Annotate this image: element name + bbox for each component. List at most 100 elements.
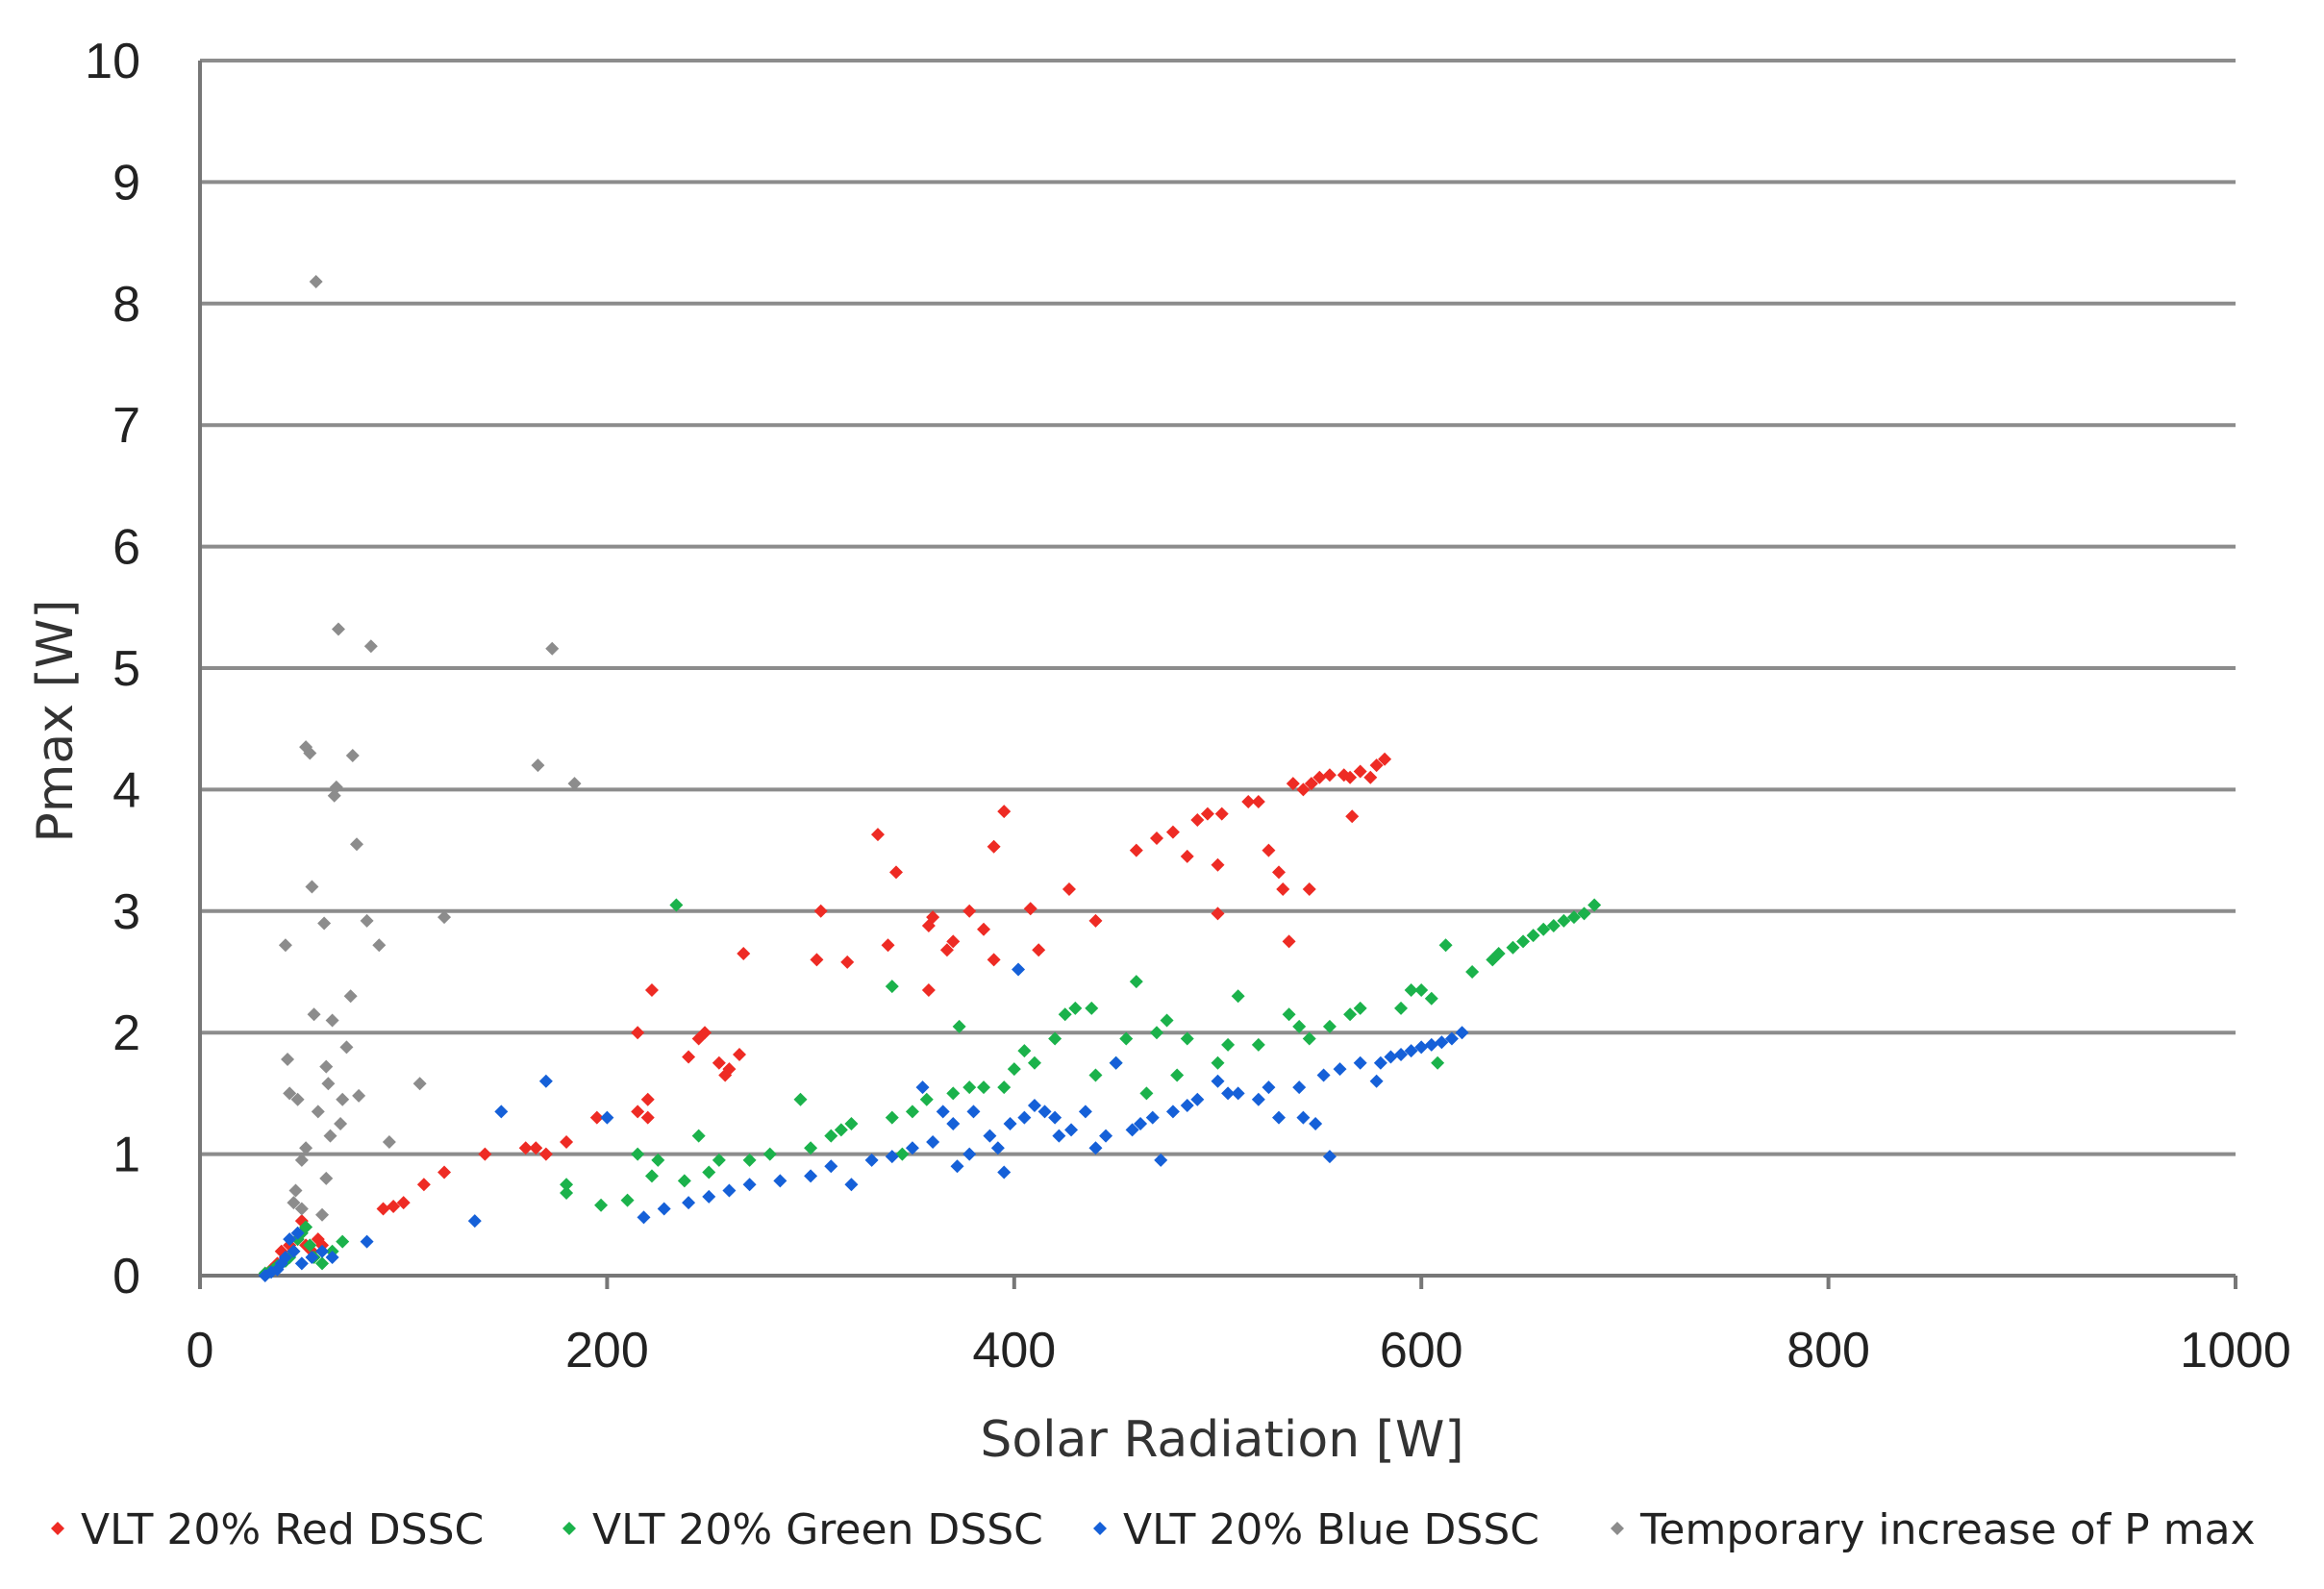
data-point xyxy=(1064,1123,1079,1137)
data-point xyxy=(290,1092,305,1106)
data-point xyxy=(1302,1031,1316,1046)
data-point xyxy=(437,1165,452,1179)
data-point xyxy=(1282,1007,1296,1022)
data-point xyxy=(742,1153,757,1167)
data-point xyxy=(363,639,378,654)
data-point xyxy=(1455,1026,1469,1040)
data-point xyxy=(305,1251,319,1265)
data-point xyxy=(305,880,319,894)
data-point xyxy=(1343,770,1358,784)
data-point xyxy=(437,910,452,925)
data-point xyxy=(494,1105,509,1119)
data-point xyxy=(950,1159,964,1174)
data-point xyxy=(1052,1129,1066,1143)
data-point xyxy=(278,938,292,953)
data-point xyxy=(278,1251,292,1265)
data-point xyxy=(644,1169,659,1183)
data-point xyxy=(529,1141,543,1155)
data-point xyxy=(1251,1037,1265,1052)
x-axis-title: Solar Radiation [W] xyxy=(980,1411,1463,1469)
data-point xyxy=(915,1080,930,1095)
data-point xyxy=(1251,795,1265,809)
data-point xyxy=(317,916,332,931)
data-point xyxy=(1465,965,1480,979)
data-point xyxy=(987,839,1001,854)
data-point xyxy=(824,1129,838,1143)
data-point xyxy=(1221,1037,1236,1052)
data-point xyxy=(1322,1019,1337,1033)
data-point xyxy=(294,1153,309,1167)
data-point xyxy=(698,1026,712,1040)
data-point xyxy=(1231,1086,1245,1101)
data-point xyxy=(352,1088,366,1103)
data-point xyxy=(1027,1055,1041,1070)
data-point xyxy=(1109,1055,1123,1070)
data-point xyxy=(712,1055,726,1070)
data-point xyxy=(722,1062,737,1077)
series-3 xyxy=(258,962,1469,1282)
data-point xyxy=(793,1092,808,1106)
data-point xyxy=(299,1220,313,1234)
data-point xyxy=(1333,1062,1347,1077)
data-point xyxy=(682,1050,696,1064)
data-point xyxy=(691,1129,706,1143)
data-point xyxy=(1032,943,1046,957)
data-point xyxy=(1546,918,1561,932)
data-point xyxy=(360,1234,374,1249)
y-tick-label-7: 7 xyxy=(112,398,140,454)
data-point xyxy=(372,938,387,953)
data-point xyxy=(702,1189,716,1204)
data-point xyxy=(864,1153,879,1167)
data-point xyxy=(1119,1031,1134,1046)
data-point xyxy=(631,1105,645,1119)
data-point xyxy=(1286,777,1300,791)
data-point xyxy=(1373,1055,1387,1070)
data-point xyxy=(1165,1105,1180,1119)
data-point xyxy=(1424,1037,1438,1052)
data-point xyxy=(1160,1013,1174,1028)
data-point xyxy=(1180,1031,1194,1046)
data-point xyxy=(1251,1092,1265,1106)
data-point xyxy=(339,1040,354,1055)
data-point xyxy=(1088,913,1103,928)
legend-marker xyxy=(1611,1522,1624,1535)
data-point xyxy=(905,1141,919,1155)
x-tick-label-0: 0 xyxy=(187,1323,214,1378)
y-tick-labels: 0 1 2 3 4 5 6 7 8 9 10 xyxy=(85,34,140,1304)
data-point xyxy=(990,1141,1005,1155)
data-point xyxy=(538,1074,553,1088)
data-point xyxy=(987,953,1001,967)
data-point xyxy=(343,989,358,1004)
data-point xyxy=(1125,1123,1139,1137)
data-point xyxy=(840,955,855,969)
data-point xyxy=(589,1110,604,1125)
data-point xyxy=(1058,1007,1072,1022)
data-point xyxy=(287,1244,301,1258)
data-point xyxy=(294,1202,309,1216)
data-point xyxy=(321,1077,336,1091)
data-point xyxy=(1012,962,1026,977)
data-point xyxy=(1272,865,1287,880)
y-axis-title: Pmax [W] xyxy=(27,599,85,842)
data-point xyxy=(1088,1068,1103,1082)
data-point xyxy=(1062,882,1076,897)
data-point xyxy=(1587,898,1602,912)
data-point xyxy=(997,805,1012,819)
data-point xyxy=(1088,1141,1103,1155)
data-point xyxy=(303,1238,317,1253)
data-point xyxy=(467,1214,482,1229)
data-point xyxy=(1431,1055,1445,1070)
data-point xyxy=(396,1196,411,1210)
data-point xyxy=(702,1165,716,1179)
data-point xyxy=(939,943,954,957)
data-point xyxy=(307,1007,321,1022)
data-point xyxy=(813,904,828,918)
data-point xyxy=(905,1105,919,1119)
data-point xyxy=(594,1198,609,1212)
data-point xyxy=(737,947,751,961)
y-tick-label-2: 2 xyxy=(112,1006,140,1061)
data-point xyxy=(518,1141,533,1155)
data-point xyxy=(1526,929,1540,943)
data-point xyxy=(810,953,824,967)
y-tick-label-4: 4 xyxy=(112,762,140,818)
